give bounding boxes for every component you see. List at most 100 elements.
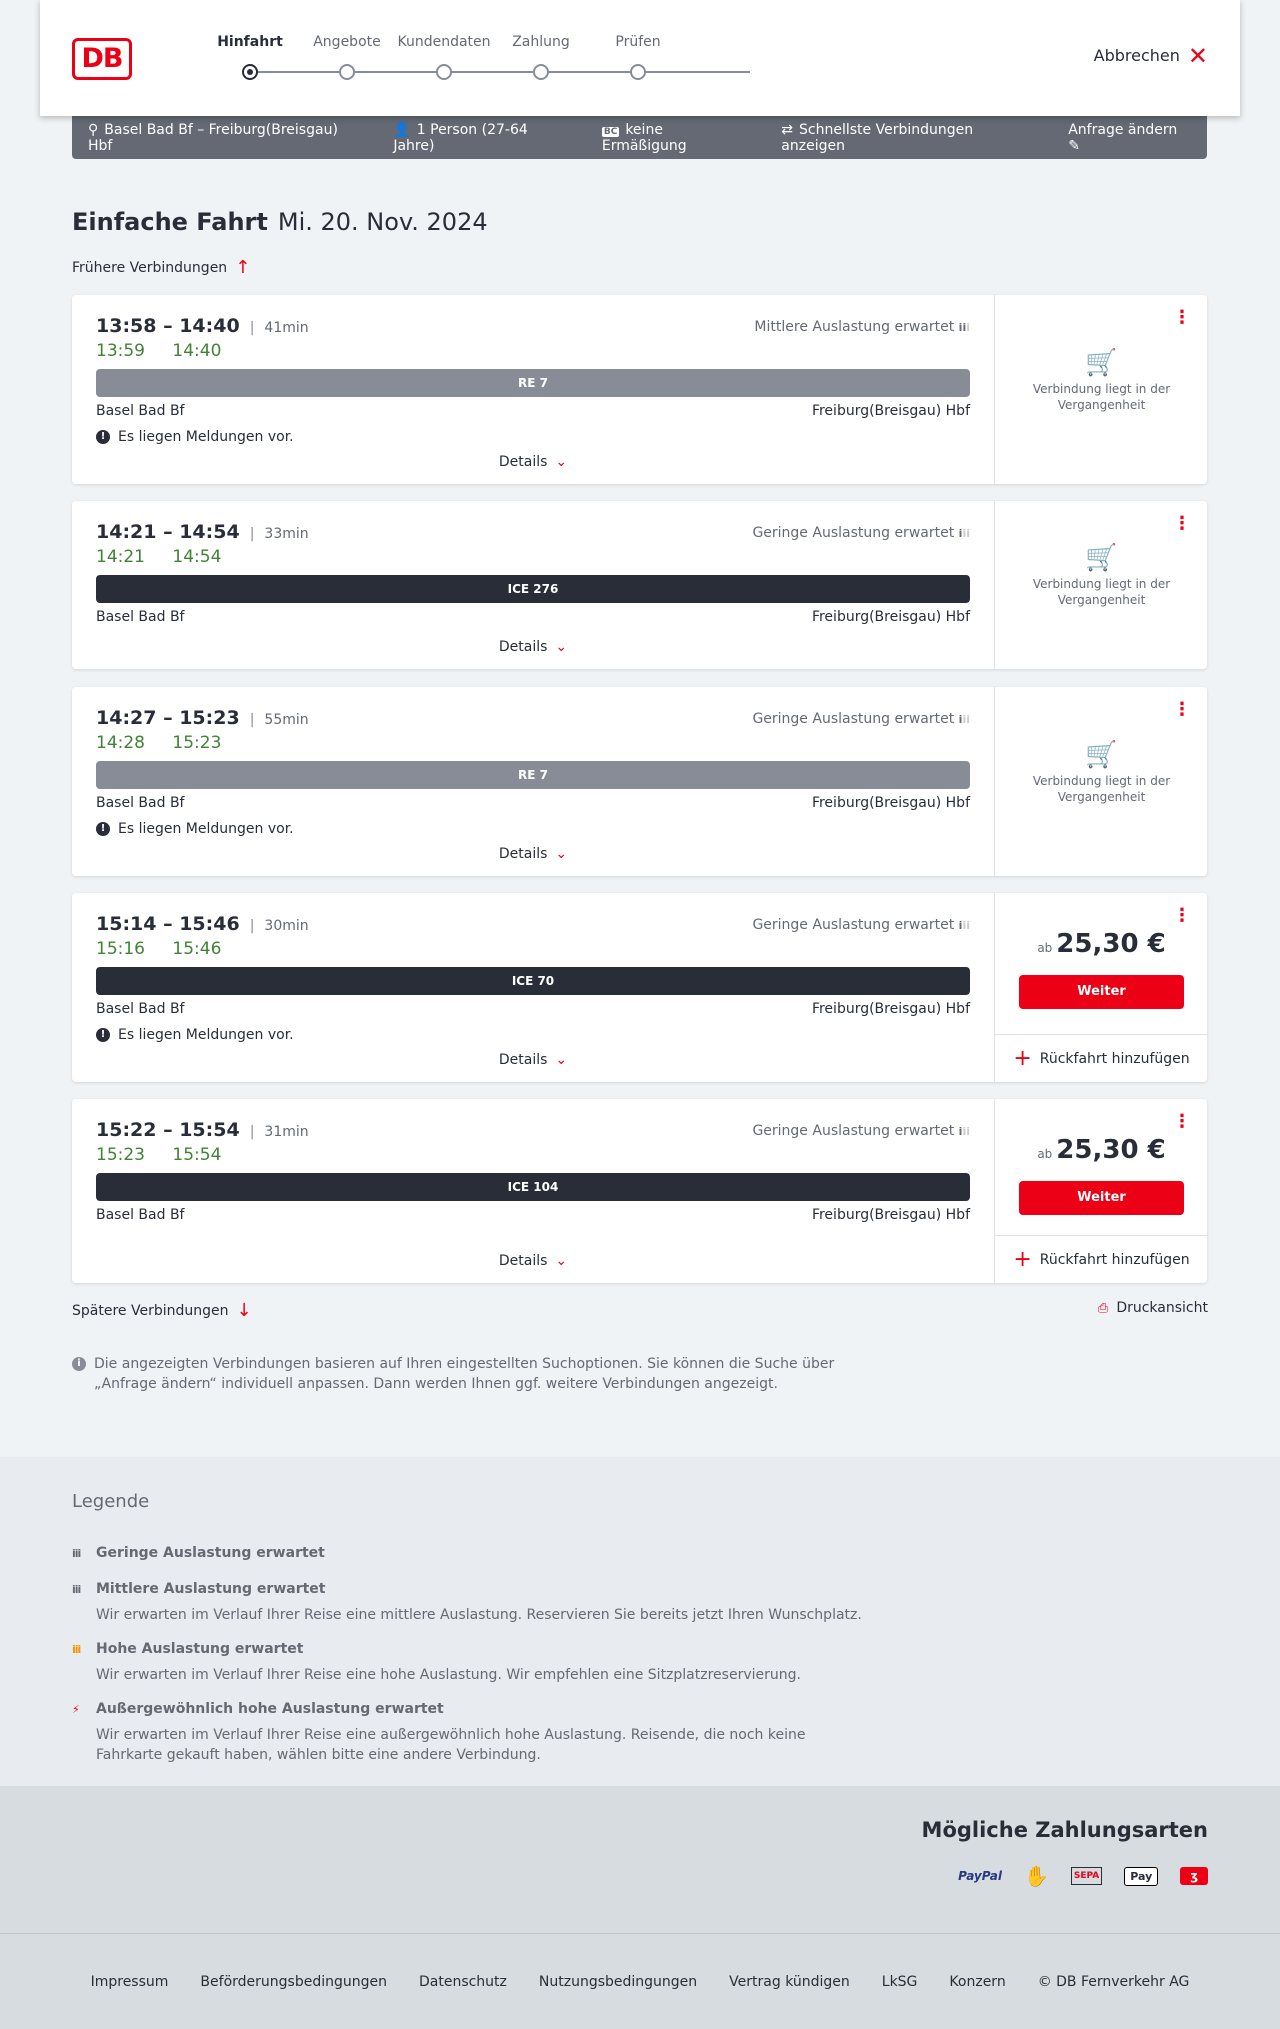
details-toggle[interactable]: Details ⌄ bbox=[72, 1253, 994, 1269]
apple-pay-icon: Pay bbox=[1124, 1866, 1159, 1886]
origin-station: Basel Bad Bf bbox=[96, 1001, 185, 1017]
later-connections-link[interactable]: Spätere Verbindungen ↓ bbox=[72, 1300, 252, 1321]
swap-icon: ⇄ bbox=[781, 121, 794, 138]
connection-times: 14:27 – 15:23 55min bbox=[96, 707, 970, 729]
connection-times: 14:21 – 14:54 33min bbox=[96, 521, 970, 543]
occupancy-label: Geringe Auslastung erwartet bbox=[752, 917, 955, 933]
exclamation-icon: ! bbox=[96, 822, 110, 836]
details-label: Details bbox=[498, 1253, 548, 1269]
more-options-icon[interactable]: ⋮ bbox=[1173, 905, 1191, 926]
pencil-icon: ✎ bbox=[1068, 137, 1080, 154]
legend-item-title: Geringe Auslastung erwartet bbox=[96, 1545, 325, 1561]
occupancy-label: Geringe Auslastung erwartet bbox=[752, 525, 955, 541]
step-1: Angebote bbox=[313, 34, 381, 50]
cart-unavailable-icon: 🛒 bbox=[1085, 739, 1118, 770]
legend-item: iii Mittlere Auslastung erwartet Wir erwar… bbox=[72, 1581, 872, 1625]
destination-station: Freiburg(Breisgau) Hbf bbox=[811, 795, 970, 811]
footer-link[interactable]: Beförderungsbedingungen bbox=[200, 1973, 387, 1990]
scheduled-times: 15:14 – 15:46 bbox=[96, 913, 240, 935]
destination-station: Freiburg(Breisgau) Hbf bbox=[811, 1207, 970, 1223]
more-options-icon[interactable]: ⋮ bbox=[1173, 513, 1191, 534]
db-logo[interactable]: DB bbox=[72, 38, 132, 80]
occupancy-icon: iii bbox=[958, 321, 970, 334]
connection-times: 15:14 – 15:46 30min bbox=[96, 913, 970, 935]
discount-text: keine Ermäßigung bbox=[601, 121, 687, 154]
info-note: i Die angezeigten Verbindungen basieren a… bbox=[72, 1354, 852, 1394]
add-return-button[interactable]: + Rückfahrt hinzufügen bbox=[995, 1034, 1208, 1082]
details-toggle[interactable]: Details ⌄ bbox=[72, 454, 994, 470]
edit-request-button[interactable]: Anfrage ändern ✎ bbox=[1068, 122, 1191, 154]
cancel-label: Abbrechen bbox=[1093, 46, 1180, 65]
details-toggle[interactable]: Details ⌄ bbox=[72, 846, 994, 862]
duration: 31min bbox=[250, 1124, 309, 1140]
details-toggle[interactable]: Details ⌄ bbox=[72, 639, 994, 655]
header: DB Hinfahrt Angebote Kundendaten Zahlung Prü… bbox=[40, 0, 1240, 116]
more-options-icon[interactable]: ⋮ bbox=[1173, 307, 1191, 328]
route-text: Basel Bad Bf – Freiburg(Breisgau) Hbf bbox=[88, 121, 338, 154]
realtime-times: 15:23 15:54 bbox=[96, 1145, 222, 1165]
footer-link[interactable]: Konzern bbox=[949, 1973, 1006, 1990]
connection-card: 14:27 – 15:23 55min Geringe Auslastung er… bbox=[72, 687, 1207, 876]
progress-stepper: Hinfahrt Angebote Kundendaten Zahlung Prüfen bbox=[170, 34, 750, 84]
message-label: Es liegen Meldungen vor. bbox=[118, 429, 294, 445]
step-3: Zahlung bbox=[512, 34, 570, 50]
footer-link[interactable]: LkSG bbox=[881, 1973, 918, 1990]
occupancy-info: Geringe Auslastung erwartet iii bbox=[752, 1123, 970, 1139]
more-options-icon[interactable]: ⋮ bbox=[1173, 1111, 1191, 1132]
past-connection-info: 🛒 Verbindung liegt in der Vergangenheit bbox=[995, 739, 1208, 805]
train-bar[interactable]: ICE 104 bbox=[96, 1173, 970, 1201]
past-label: Verbindung liegt in der Vergangenheit bbox=[1032, 773, 1171, 804]
cart-unavailable-icon: 🛒 bbox=[1085, 347, 1118, 378]
fastest-text: Schnellste Verbindungen anzeigen bbox=[781, 121, 974, 154]
print-view-link[interactable]: ⎙ Druckansicht bbox=[1098, 1300, 1208, 1316]
footer-link[interactable]: Nutzungsbedingungen bbox=[538, 1973, 698, 1990]
location-pin-icon: ⚲ bbox=[88, 121, 99, 138]
footer-link[interactable]: Impressum bbox=[90, 1973, 169, 1990]
cart-unavailable-icon: 🛒 bbox=[1085, 543, 1118, 573]
info-icon: i bbox=[72, 1357, 86, 1371]
train-bar[interactable]: ICE 276 bbox=[96, 575, 970, 603]
discount-info: BC keine Ermäßigung bbox=[601, 121, 749, 154]
trip-date: Mi. 20. Nov. 2024 bbox=[277, 208, 488, 236]
details-toggle[interactable]: Details ⌄ bbox=[72, 1052, 994, 1068]
continue-button[interactable]: Weiter bbox=[1019, 1181, 1184, 1215]
footer-link[interactable]: Vertrag kündigen bbox=[729, 1973, 850, 1990]
realtime-times: 14:28 15:23 bbox=[96, 733, 222, 753]
route-info: ⚲ Basel Bad Bf – Freiburg(Breisgau) Hbf bbox=[88, 122, 361, 154]
bahncard-icon: BC bbox=[601, 126, 620, 137]
occupancy-label: Geringe Auslastung erwartet bbox=[752, 711, 955, 727]
scheduled-times: 14:27 – 15:23 bbox=[96, 707, 240, 729]
occupancy-level-icon: ⚡ bbox=[72, 1703, 80, 1716]
footer-link[interactable]: Datenschutz bbox=[418, 1973, 507, 1990]
footer: Impressum Beförderungsbedingungen Datensch… bbox=[0, 1933, 1280, 2029]
earlier-connections-link[interactable]: Frühere Verbindungen ↑ bbox=[72, 257, 250, 278]
plus-icon: + bbox=[1013, 1046, 1032, 1071]
train-bar[interactable]: RE 7 bbox=[96, 369, 970, 397]
add-return-button[interactable]: + Rückfahrt hinzufügen bbox=[995, 1235, 1208, 1283]
origin-station: Basel Bad Bf bbox=[96, 403, 185, 419]
message-notice: ! Es liegen Meldungen vor. bbox=[96, 1027, 970, 1043]
occupancy-level-icon: iii bbox=[72, 1547, 81, 1560]
message-notice: ! Es liegen Meldungen vor. bbox=[96, 429, 970, 445]
legend-item-text: Wir erwarten im Verlauf Ihrer Reise eine… bbox=[96, 1727, 806, 1763]
occupancy-info: Mittlere Auslastung erwartet iii bbox=[754, 319, 970, 335]
destination-station: Freiburg(Breisgau) Hbf bbox=[811, 403, 970, 419]
step-2: Kundendaten bbox=[397, 34, 491, 50]
legend-item: iii Hohe Auslastung erwartet Wir erwarten … bbox=[72, 1641, 872, 1685]
continue-button[interactable]: Weiter bbox=[1019, 975, 1184, 1009]
occupancy-icon: iii bbox=[958, 919, 970, 932]
step-dot bbox=[533, 64, 549, 80]
cancel-button[interactable]: Abbrechen ✕ bbox=[1093, 44, 1208, 68]
legend-item-text: Wir erwarten im Verlauf Ihrer Reise eine… bbox=[96, 1667, 801, 1683]
occupancy-label: Mittlere Auslastung erwartet bbox=[754, 319, 955, 335]
origin-station: Basel Bad Bf bbox=[96, 1207, 185, 1223]
more-options-icon[interactable]: ⋮ bbox=[1173, 699, 1191, 720]
edit-label: Anfrage ändern bbox=[1068, 121, 1178, 138]
legend-item-text: Wir erwarten im Verlauf Ihrer Reise eine… bbox=[96, 1607, 862, 1623]
train-bar[interactable]: RE 7 bbox=[96, 761, 970, 789]
legend-item-title: Mittlere Auslastung erwartet bbox=[96, 1581, 326, 1597]
connection-card: 14:21 – 14:54 33min Geringe Auslastung er… bbox=[72, 501, 1207, 669]
arrow-up-icon: ↑ bbox=[235, 257, 251, 278]
train-bar[interactable]: ICE 70 bbox=[96, 967, 970, 995]
step-dot bbox=[242, 64, 258, 80]
